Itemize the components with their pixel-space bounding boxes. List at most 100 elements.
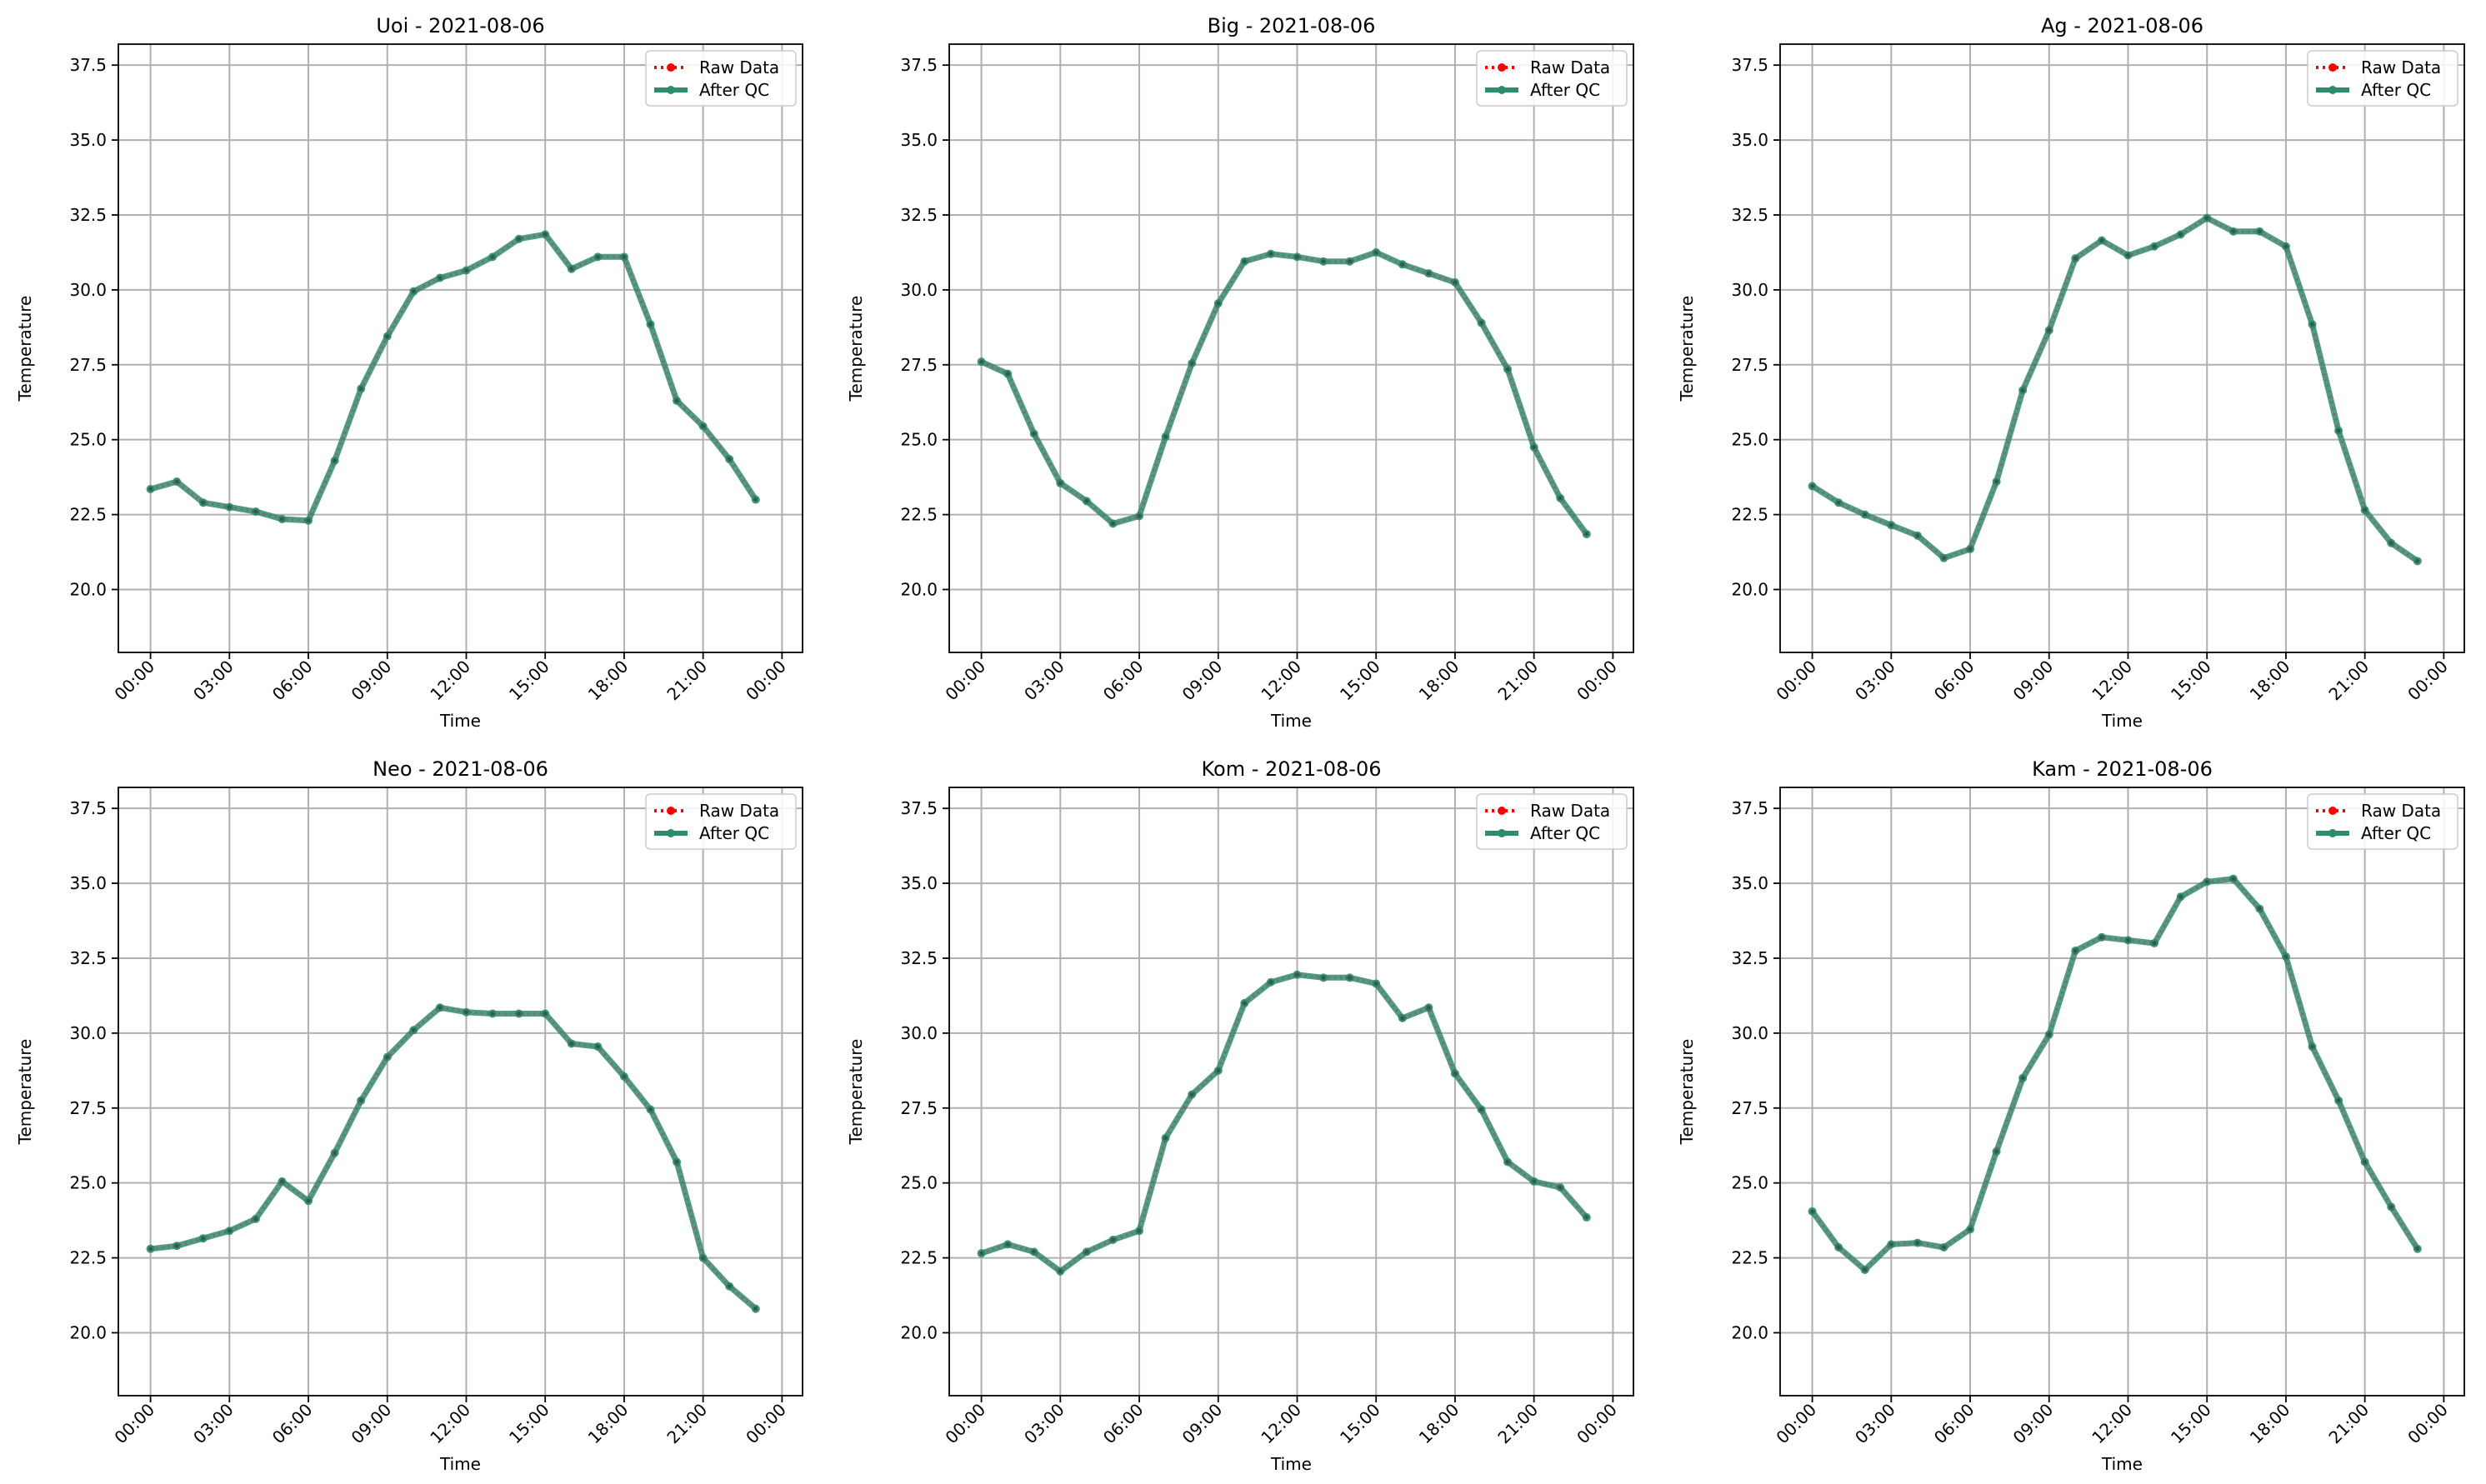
plot-frame <box>948 43 1634 653</box>
data-point-raw-data <box>648 322 653 327</box>
data-point-raw-data <box>1242 259 1247 264</box>
data-point-raw-data <box>1505 367 1510 372</box>
data-point-raw-data <box>727 1284 732 1289</box>
series-line-raw-data <box>1811 216 2418 562</box>
chart-title: Kam - 2021-08-06 <box>2032 757 2213 781</box>
x-tick-label: 06:00 <box>1930 1400 1978 1448</box>
data-point-raw-data <box>1032 431 1037 436</box>
data-point-raw-data <box>2099 935 2104 940</box>
data-point-raw-data <box>1941 556 1946 561</box>
y-tick-label: 32.5 <box>1731 948 1768 968</box>
data-point-raw-data <box>1478 320 1483 325</box>
legend-marker-raw-data <box>667 807 675 815</box>
data-point-raw-data <box>2020 387 2025 392</box>
x-tick-label: 18:00 <box>1415 657 1463 705</box>
data-point-raw-data <box>1532 445 1537 450</box>
data-point-raw-data <box>463 268 468 273</box>
x-tick-label: 21:00 <box>2324 657 2373 705</box>
x-tick-label: 03:00 <box>1851 1400 1899 1448</box>
data-point-raw-data <box>438 1005 443 1010</box>
data-point-raw-data <box>1005 1242 1010 1247</box>
series-raw-data <box>979 250 1589 537</box>
x-tick-label: 15:00 <box>505 657 553 705</box>
grid <box>118 787 803 1396</box>
y-tick-label: 22.5 <box>69 505 107 525</box>
legend-label-after-qc: After QC <box>2361 823 2431 843</box>
data-point-raw-data <box>385 334 390 339</box>
legend-label-after-qc: After QC <box>699 823 769 843</box>
chart-panel-1: 20.0 22.5 25.0 27.5 30.0 32.5 35.0 37.5 00:00 03:… <box>846 14 1634 731</box>
y-tick-label: 25.0 <box>1731 1173 1768 1193</box>
legend-label-raw-data: Raw Data <box>1530 57 1610 77</box>
y-tick-label: 32.5 <box>69 948 107 968</box>
x-tick-label: 03:00 <box>1020 657 1068 705</box>
data-point-raw-data <box>201 1236 206 1241</box>
y-tick-label: 30.0 <box>1731 1023 1768 1043</box>
data-point-raw-data <box>1058 481 1063 486</box>
data-point-raw-data <box>2047 1032 2052 1037</box>
grid <box>1780 44 2464 652</box>
data-point-raw-data <box>1453 1071 1458 1076</box>
y-tick-label: 22.5 <box>900 505 938 525</box>
series-line-raw-data <box>1811 877 2419 1272</box>
y-tick-label: 32.5 <box>1731 205 1768 225</box>
y-tick-label: 37.5 <box>69 798 107 818</box>
data-point-raw-data <box>1968 1227 1973 1232</box>
legend-marker-raw-data <box>2328 807 2337 815</box>
series-after-qc <box>1808 213 2422 566</box>
y-tick-label: 37.5 <box>69 55 107 75</box>
data-point-raw-data <box>2363 1160 2368 1165</box>
data-point-raw-data <box>753 1307 758 1312</box>
x-tick-label: 03:00 <box>189 657 238 705</box>
x-axis-label: Time <box>1270 1454 1312 1474</box>
y-tick-label: 20.0 <box>69 579 107 599</box>
data-point-raw-data <box>2283 954 2288 959</box>
series-raw-data <box>1810 877 2420 1272</box>
x-tick-label: 00:00 <box>941 1400 989 1448</box>
y-tick-label: 27.5 <box>900 355 938 375</box>
x-tick-label: 09:00 <box>1178 1400 1227 1448</box>
data-point-raw-data <box>517 1012 522 1017</box>
data-point-raw-data <box>174 479 179 484</box>
data-point-raw-data <box>2363 507 2368 512</box>
chart-panel-2: 20.0 22.5 25.0 27.5 30.0 32.5 35.0 37.5 00:00 03:… <box>1677 14 2465 731</box>
data-point-raw-data <box>201 500 206 505</box>
x-tick-label: 00:00 <box>1772 1400 1820 1448</box>
legend-label-after-qc: After QC <box>699 80 769 100</box>
data-point-raw-data <box>490 254 495 259</box>
data-point-raw-data <box>1189 1092 1194 1097</box>
x-tick-label: 09:00 <box>1178 657 1227 705</box>
data-point-raw-data <box>543 1012 548 1017</box>
data-point-raw-data <box>174 1243 179 1248</box>
data-point-raw-data <box>753 497 758 502</box>
chart-title: Uoi - 2021-08-06 <box>376 14 544 37</box>
data-point-raw-data <box>2152 941 2157 946</box>
legend-marker-after-qc <box>667 86 675 94</box>
series-line-raw-data <box>980 251 1588 535</box>
series-line-after-qc <box>980 972 1589 1275</box>
x-tick-label: 18:00 <box>584 657 633 705</box>
y-tick-label: 20.0 <box>1731 1322 1768 1342</box>
x-tick-label: 00:00 <box>742 657 790 705</box>
data-point-raw-data <box>279 1179 284 1184</box>
data-point-raw-data <box>1163 1136 1168 1141</box>
data-point-raw-data <box>333 458 338 463</box>
x-tick-label: 09:00 <box>348 657 396 705</box>
data-point-raw-data <box>1189 361 1194 366</box>
y-tick-label: 30.0 <box>900 280 938 300</box>
y-tick-label: 32.5 <box>900 205 938 225</box>
series-raw-data <box>148 232 758 523</box>
data-point-raw-data <box>227 505 232 510</box>
x-tick-label: 00:00 <box>941 657 989 705</box>
data-point-raw-data <box>2204 216 2209 221</box>
grid <box>1780 787 2464 1396</box>
data-point-raw-data <box>1321 259 1326 264</box>
x-tick-label: 06:00 <box>1099 1400 1148 1448</box>
data-point-raw-data <box>1478 1107 1483 1112</box>
data-point-raw-data <box>1584 1215 1589 1220</box>
data-point-raw-data <box>1941 1245 1946 1250</box>
series-line-after-qc <box>980 249 1589 537</box>
legend-marker-raw-data <box>2328 63 2337 72</box>
